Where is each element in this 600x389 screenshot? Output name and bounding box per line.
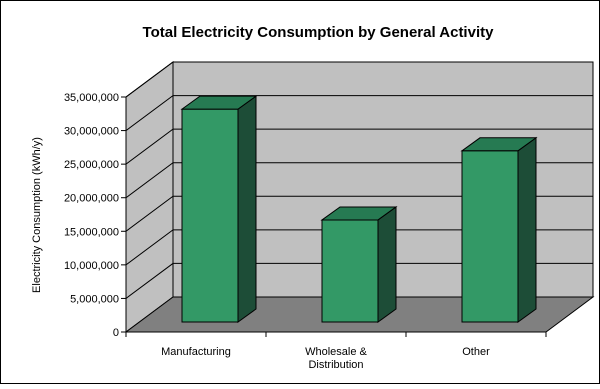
bar-top [180,95,258,110]
bar-top [460,137,538,152]
y-tick-label: 10,000,000 [64,260,119,272]
bar-front [181,108,239,323]
y-tick-label: 5,000,000 [70,293,119,305]
y-tick-label: 30,000,000 [64,126,119,138]
gridline [125,95,593,131]
x-tick-label: Manufacturing [161,346,231,358]
bar-side [377,205,397,323]
bar-2 [320,205,398,323]
bar-top [320,206,398,221]
chart-title: Total Electricity Consumption by General… [143,24,495,41]
gridline [125,195,593,232]
bar-1 [180,95,258,323]
y-tick-label: 20,000,000 [64,193,119,205]
x-tick-label: Wholesale & Distribution [305,346,367,371]
bar-3 [460,136,538,323]
side-wall [125,61,174,333]
y-tick-label: 25,000,000 [64,159,119,171]
y-tick-label: 0 [113,327,119,339]
x-tick-label: Other [462,346,490,358]
y-tick-label: 35,000,000 [64,92,119,104]
bar-side [237,95,257,323]
bar-side [517,136,537,323]
gridline [125,162,593,199]
bar-front [321,219,379,323]
y-tick-label: 15,000,000 [64,226,119,238]
gridline [125,229,593,266]
bar-front [461,150,519,323]
gridline [125,128,593,165]
y-axis-label: Electricity Consumption (kWh/y) [31,137,43,293]
gridline [125,262,593,299]
gridline [125,61,593,98]
